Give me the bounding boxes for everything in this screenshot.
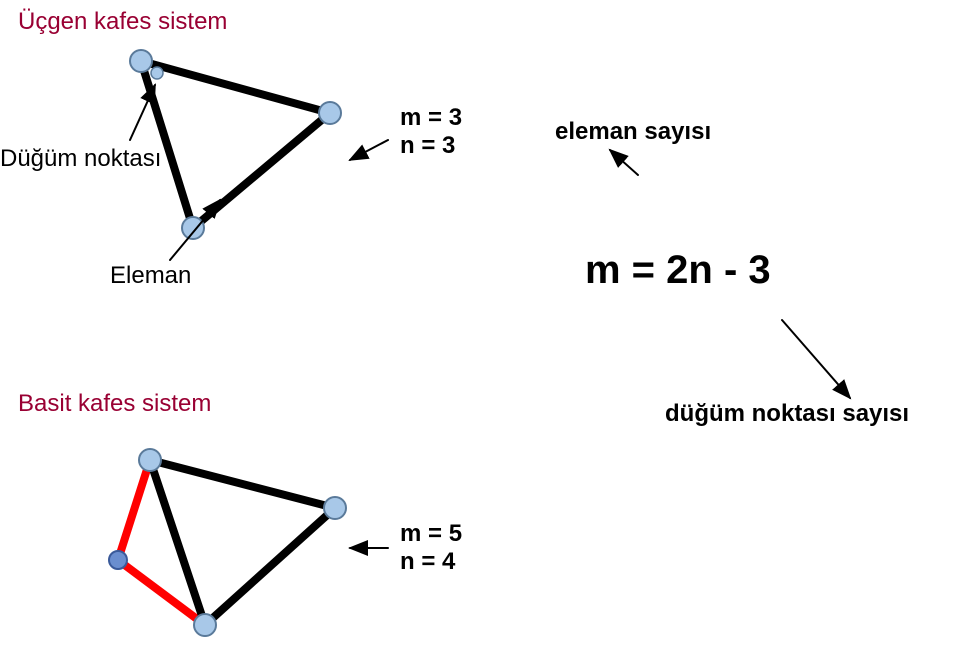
- title-top: Üçgen kafes sistem: [18, 8, 227, 36]
- formula-label: m = 2n - 3: [585, 248, 771, 293]
- dugum-sayisi-label: düğüm noktası sayısı: [665, 400, 909, 428]
- eleman-label: Eleman: [110, 262, 191, 290]
- m3-label: m = 3: [400, 104, 462, 132]
- eleman-sayisi-label: eleman sayısı: [555, 118, 711, 146]
- m5-label: m = 5: [400, 520, 462, 548]
- n5-label: n = 4: [400, 548, 455, 576]
- dugum-noktasi-label: Düğüm noktası: [0, 145, 161, 173]
- n3-label: n = 3: [400, 132, 455, 160]
- basit-kafes-label: Basit kafes sistem: [18, 390, 211, 418]
- diagram-canvas: [0, 0, 959, 655]
